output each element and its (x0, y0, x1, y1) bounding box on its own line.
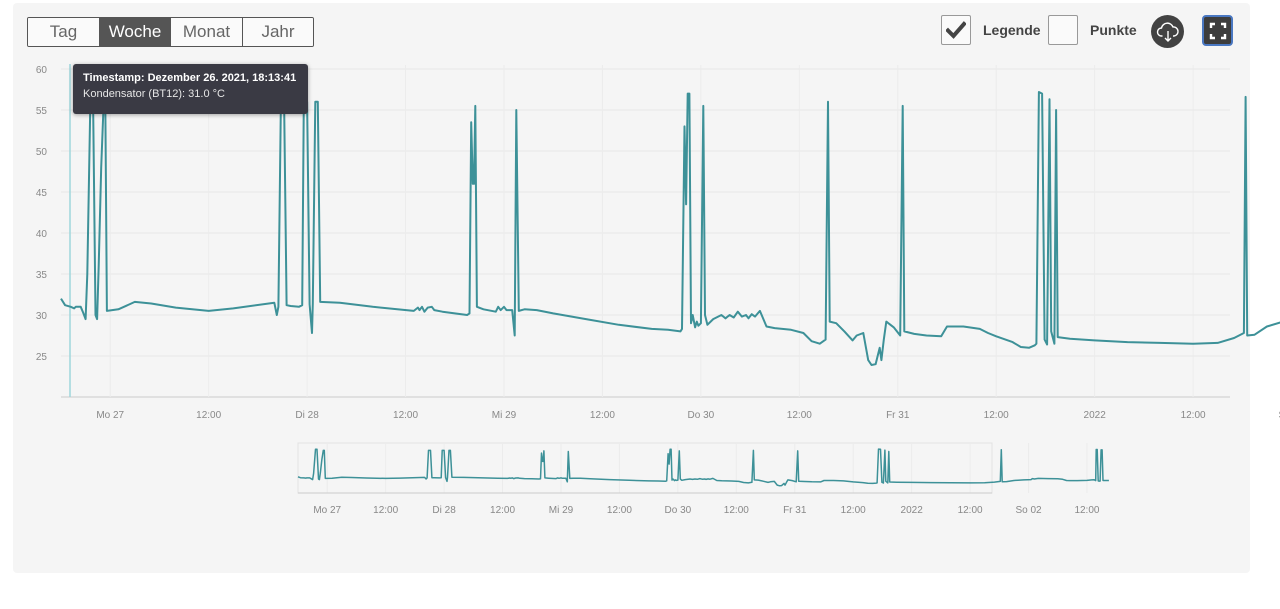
navigator-x-tick-label: Fr 31 (783, 505, 807, 516)
navigator-x-tick-label: Di 28 (432, 505, 456, 516)
fullscreen-button[interactable] (1202, 15, 1233, 46)
x-tick-label: 12:00 (590, 410, 615, 421)
y-tick-label: 55 (36, 106, 48, 117)
navigator-x-tick-label: 12:00 (1074, 505, 1099, 516)
points-checkbox[interactable] (1048, 15, 1078, 45)
x-tick-label: 12:00 (393, 410, 418, 421)
x-tick-label: Di 28 (295, 410, 319, 421)
x-tick-label: Mi 29 (492, 410, 517, 421)
navigator-x-tick-label: 2022 (901, 505, 924, 516)
legend-checkbox[interactable] (941, 15, 971, 45)
y-tick-label: 60 (36, 65, 48, 76)
download-button[interactable] (1151, 15, 1184, 48)
range-button-day[interactable]: Tag (28, 18, 100, 46)
navigator-x-tick-label: Mo 27 (313, 505, 341, 516)
navigator-x-tick-label: 12:00 (607, 505, 632, 516)
navigator-series-line (297, 448, 1109, 487)
fullscreen-icon (1209, 22, 1226, 39)
tooltip-value: Kondensator (BT12): 31.0 °C (83, 88, 225, 100)
y-tick-label: 35 (36, 270, 48, 281)
y-tick-label: 50 (36, 147, 48, 158)
navigator-x-tick-label: Do 30 (665, 505, 692, 516)
y-tick-label: 40 (36, 229, 48, 240)
range-button-year[interactable]: Jahr (243, 18, 313, 46)
cloud-download-icon (1156, 21, 1179, 42)
series-line-kondensator (60, 91, 1280, 366)
range-button-month[interactable]: Monat (171, 18, 243, 46)
x-tick-label: Mo 27 (96, 410, 124, 421)
range-button-week[interactable]: Woche (100, 18, 171, 46)
legend-toggle[interactable]: Legende (941, 15, 1041, 45)
x-tick-label: Fr 31 (886, 410, 910, 421)
y-tick-label: 30 (36, 311, 48, 322)
range-selector: Tag Woche Monat Jahr (27, 17, 314, 47)
navigator-x-tick-label: 12:00 (373, 505, 398, 516)
navigator-x-tick-label: 12:00 (724, 505, 749, 516)
x-tick-label: 12:00 (984, 410, 1009, 421)
x-tick-label: So 02 (1278, 410, 1280, 421)
chart-tooltip: Timestamp: Dezember 26. 2021, 18:13:41 K… (73, 64, 308, 114)
navigator-x-tick-label: 12:00 (490, 505, 515, 516)
x-tick-label: 12:00 (787, 410, 812, 421)
y-tick-label: 25 (36, 352, 48, 363)
navigator-x-tick-label: 12:00 (841, 505, 866, 516)
points-label: Punkte (1090, 22, 1137, 38)
tooltip-title: Timestamp: Dezember 26. 2021, 18:13:41 (83, 72, 297, 84)
legend-label: Legende (983, 22, 1041, 38)
x-tick-label: 12:00 (196, 410, 221, 421)
checkmark-icon (946, 21, 966, 39)
navigator-x-tick-label: So 02 (1015, 505, 1042, 516)
x-tick-label: 2022 (1084, 410, 1107, 421)
navigator-x-tick-label: 12:00 (958, 505, 983, 516)
x-tick-label: Do 30 (688, 410, 715, 421)
x-tick-label: 12:00 (1181, 410, 1206, 421)
y-tick-label: 45 (36, 188, 48, 199)
navigator-x-tick-label: Mi 29 (549, 505, 574, 516)
points-toggle[interactable]: Punkte (1048, 15, 1137, 45)
